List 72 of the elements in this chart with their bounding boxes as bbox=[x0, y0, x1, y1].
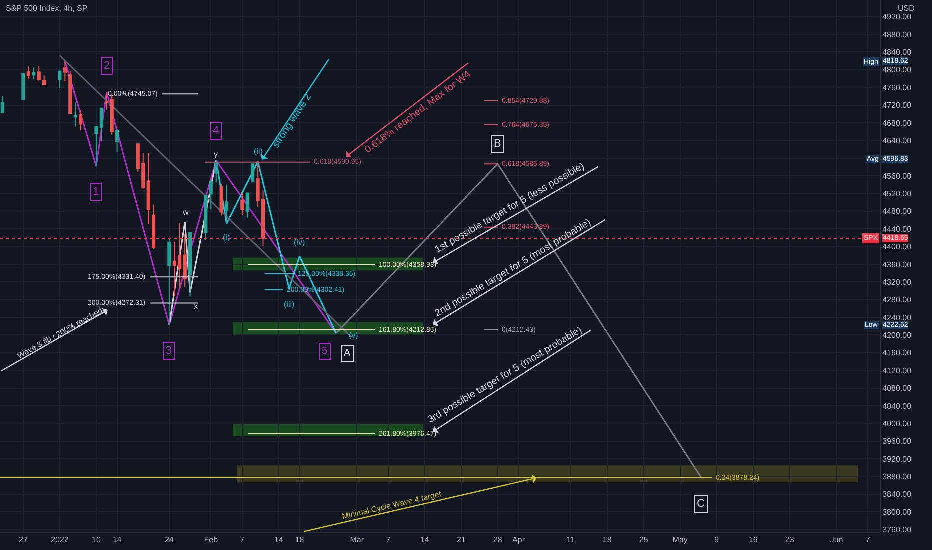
annotation: C bbox=[697, 498, 705, 510]
y-tick-label: 4120.00 bbox=[882, 366, 912, 376]
y-tick-label: 4800.00 bbox=[882, 66, 912, 75]
y-axis-title: USD bbox=[898, 4, 916, 13]
y-tick-label: 4080.00 bbox=[882, 384, 912, 394]
x-tick-label: 23 bbox=[785, 536, 795, 545]
y-tick-label: 4240.00 bbox=[882, 313, 912, 322]
annotation: 5 bbox=[322, 346, 328, 357]
annotation: (ii) bbox=[254, 147, 264, 156]
annotation: (i) bbox=[223, 233, 230, 242]
x-tick-label: Jun bbox=[830, 536, 844, 545]
x-tick-label: Feb bbox=[204, 536, 219, 545]
x-tick-label: 16 bbox=[748, 536, 758, 545]
y-tick-label: 4440.00 bbox=[882, 224, 912, 234]
x-tick-label: 11 bbox=[566, 536, 576, 545]
annotation: Minimal Cycle Wave 4 target bbox=[341, 490, 444, 522]
x-tick-label: 14 bbox=[274, 536, 284, 545]
x-tick-label: 7 bbox=[386, 536, 392, 545]
y-tick-label: 4920.00 bbox=[882, 12, 912, 22]
y-tick-label: 4680.00 bbox=[882, 118, 912, 128]
x-tick-label: 14 bbox=[112, 536, 122, 545]
x-tick-label: 7 bbox=[240, 536, 246, 545]
annotation: 2 bbox=[104, 60, 110, 72]
x-tick-label: 24 bbox=[164, 536, 174, 545]
annotation: y bbox=[214, 150, 218, 159]
x-tick-label: Mar bbox=[350, 536, 364, 545]
annotation: x bbox=[194, 302, 198, 311]
x-tick-label: May bbox=[672, 536, 688, 545]
x-tick-label: 10 bbox=[92, 536, 102, 545]
y-tick-label: 3880.00 bbox=[882, 472, 912, 482]
y-tick-label: 4840.00 bbox=[882, 48, 912, 57]
annotation: 1 bbox=[93, 186, 100, 198]
y-tick-label: 4160.00 bbox=[882, 348, 912, 358]
x-tick-label: 2022 bbox=[51, 536, 70, 545]
annotation: (iv) bbox=[294, 238, 306, 247]
y-tick-label: 4200.00 bbox=[882, 331, 912, 340]
x-tick-label: 18 bbox=[602, 536, 612, 545]
annotation: w bbox=[182, 208, 189, 217]
y-tick-label: 4480.00 bbox=[882, 207, 912, 216]
annotation: A bbox=[344, 348, 351, 359]
y-tick-label: 4880.00 bbox=[882, 30, 912, 40]
y-tick-label: 3800.00 bbox=[882, 508, 912, 517]
y-tick-label: 4000.00 bbox=[882, 419, 912, 428]
y-tick-label: 3960.00 bbox=[882, 437, 912, 446]
annotation: 3 bbox=[166, 345, 172, 357]
x-tick-label: 7 bbox=[866, 536, 871, 545]
y-tick-label: 4640.00 bbox=[882, 136, 912, 146]
y-tick-label: 4040.00 bbox=[882, 402, 912, 411]
y-tick-label: 4280.00 bbox=[882, 296, 912, 305]
y-tick-label: 4520.00 bbox=[882, 190, 912, 198]
x-tick-label: 21 bbox=[456, 536, 466, 545]
y-tick-label: 3840.00 bbox=[882, 490, 912, 500]
y-tick-label: 3760.00 bbox=[882, 526, 912, 535]
x-tick-label: 9 bbox=[714, 536, 720, 545]
y-tick-label: 4720.00 bbox=[882, 101, 912, 110]
x-tick-label: Apr bbox=[512, 536, 526, 545]
annotation: (iii) bbox=[284, 300, 295, 309]
y-tick-label: 4400.00 bbox=[882, 242, 912, 252]
annotation: (v) bbox=[349, 331, 359, 340]
y-tick-label: 3920.00 bbox=[882, 454, 912, 464]
x-tick-label: 18 bbox=[295, 536, 305, 545]
annotation: 4 bbox=[213, 125, 220, 137]
y-tick-label: 4320.00 bbox=[882, 278, 912, 287]
y-tick-label: 4760.00 bbox=[882, 83, 912, 92]
x-tick-label: 25 bbox=[639, 536, 649, 545]
y-tick-label: 4560.00 bbox=[882, 172, 912, 181]
x-tick-label: 14 bbox=[420, 536, 430, 545]
text: S&P 500 Index, 4h, SP bbox=[6, 4, 88, 13]
annotation: B bbox=[494, 138, 502, 150]
y-tick-label: 4360.00 bbox=[882, 260, 912, 270]
x-tick-label: 28 bbox=[493, 536, 503, 545]
x-tick-label: 27 bbox=[19, 536, 28, 545]
